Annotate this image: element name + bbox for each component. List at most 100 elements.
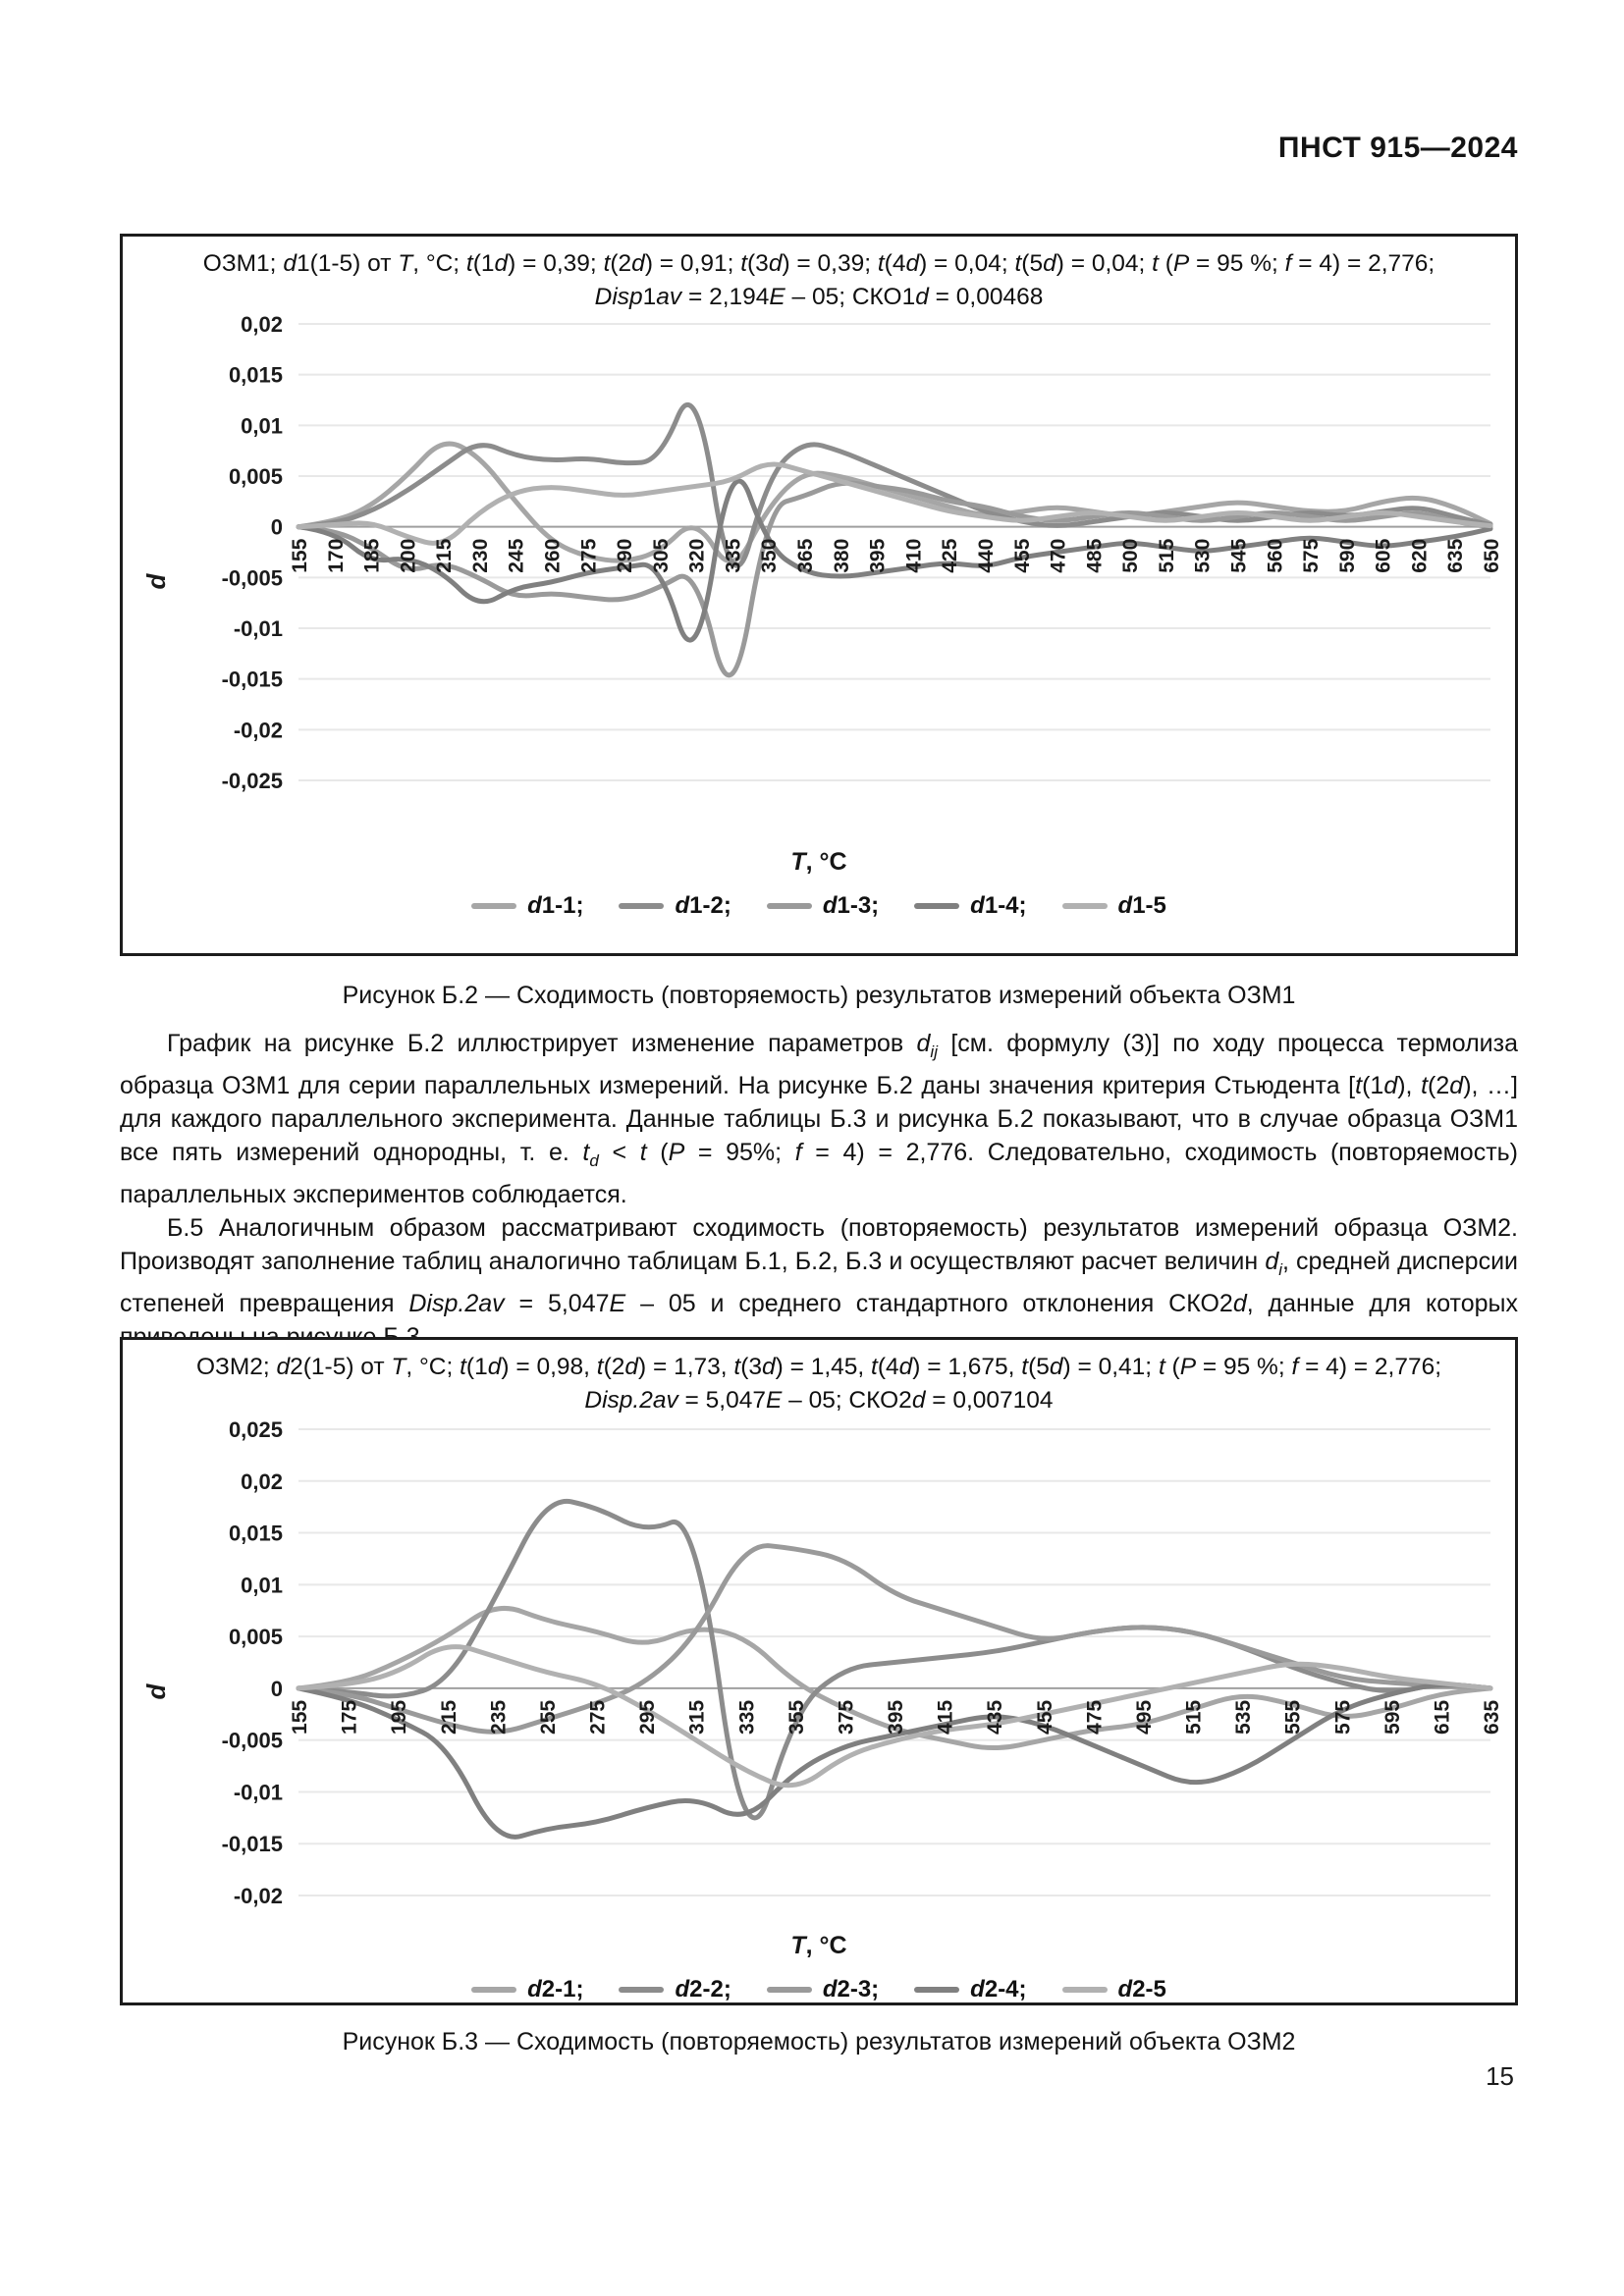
svg-text:0,015: 0,015 (229, 363, 283, 388)
svg-text:0,005: 0,005 (229, 1625, 283, 1649)
svg-text:0,025: 0,025 (229, 1419, 283, 1442)
figure-b2-legend: d 1-1; d 1-2; d 1-3; d 1-4; d 1-5 (123, 892, 1515, 920)
svg-text:195: 195 (388, 1700, 410, 1735)
svg-text:605: 605 (1373, 538, 1395, 572)
legend-line-marker (914, 1987, 960, 1993)
legend-item-d-1-4: d 1-4; (914, 892, 1027, 920)
series-line-d-2-3 (296, 1543, 1493, 1735)
svg-text:335: 335 (723, 538, 745, 572)
legend-item-d-2-3: d 2-3; (766, 1976, 879, 2003)
svg-text:575: 575 (1300, 538, 1323, 572)
figure-b3-x-axis-title: T, °C (790, 1932, 847, 1959)
legend-item-d-2-1: d 2-1; (471, 1976, 583, 2003)
legend-item-d-2-2: d 2-2; (619, 1976, 731, 2003)
legend-line-marker (471, 903, 517, 909)
svg-text:-0,005: -0,005 (222, 565, 283, 590)
body-text-block: График на рисунке Б.2 иллюстрирует измен… (120, 1027, 1518, 1354)
svg-text:395: 395 (885, 1700, 907, 1735)
svg-text:595: 595 (1381, 1700, 1404, 1735)
figure-b2-caption: Рисунок Б.2 — Сходимость (повторяемость)… (342, 982, 1296, 1009)
figure-b2-chart-frame: ОЗМ1; d1(1-5) от T, °C; t(1d) = 0,39; t(… (120, 234, 1518, 956)
svg-text:470: 470 (1048, 539, 1070, 573)
svg-text:0,01: 0,01 (241, 413, 283, 438)
svg-text:155: 155 (289, 538, 311, 572)
svg-text:-0,025: -0,025 (222, 769, 283, 793)
y-axis-title: d (141, 1682, 171, 1699)
series-line-d-2-4 (296, 1682, 1493, 1840)
series-line-d-1-3 (296, 480, 1493, 678)
svg-text:380: 380 (831, 539, 853, 573)
svg-text:555: 555 (1282, 1700, 1305, 1735)
svg-text:305: 305 (650, 538, 673, 572)
figure-b2-chart-title: ОЗМ1; d1(1-5) от T, °C; t(1d) = 0,39; t(… (123, 237, 1515, 314)
svg-text:235: 235 (487, 1700, 510, 1735)
svg-text:365: 365 (794, 538, 817, 572)
legend-line-marker (619, 903, 665, 909)
svg-text:515: 515 (1183, 1700, 1206, 1735)
svg-text:620: 620 (1408, 539, 1431, 573)
page-number: 15 (1486, 2061, 1514, 2091)
svg-text:410: 410 (902, 539, 925, 573)
svg-text:415: 415 (935, 1700, 957, 1735)
svg-text:155: 155 (289, 1700, 311, 1735)
svg-text:245: 245 (506, 538, 528, 572)
svg-text:435: 435 (984, 1700, 1006, 1735)
svg-text:395: 395 (867, 538, 890, 572)
legend-item-d-1-3: d 1-3; (766, 892, 879, 920)
legend-line-marker (1061, 903, 1108, 909)
legend-item-d-1-2: d 1-2; (619, 892, 731, 920)
figure-b2-plot: 0,02 0,015 0,01 0,005 0 -0,005 -0,01 -0,015 -0,0… (141, 316, 1503, 793)
svg-text:485: 485 (1083, 538, 1106, 572)
chart-title-line: Disp1av = 2,194E – 05; СКО1d = 0,00468 (594, 284, 1044, 310)
svg-text:475: 475 (1083, 1700, 1106, 1735)
series-line-d-2-2 (296, 1498, 1493, 1821)
svg-text:545: 545 (1228, 538, 1251, 572)
svg-text:-0,015: -0,015 (222, 1832, 283, 1856)
legend-line-marker (914, 903, 960, 909)
svg-text:455: 455 (1034, 1700, 1056, 1735)
svg-text:0,02: 0,02 (241, 1469, 283, 1494)
svg-text:650: 650 (1481, 539, 1503, 573)
y-tick-labels: 0,02 0,015 0,01 0,005 0 -0,005 -0,01 -0,015 -0,0… (222, 316, 283, 793)
svg-text:215: 215 (433, 538, 456, 572)
svg-text:290: 290 (614, 539, 636, 573)
body-paragraph-1: График на рисунке Б.2 иллюстрирует измен… (120, 1030, 1518, 1208)
svg-text:0,005: 0,005 (229, 464, 283, 489)
legend-item-d-1-1: d 1-1; (471, 892, 583, 920)
legend-line-marker (619, 1987, 665, 1993)
legend-item-d-1-5: d 1-5 (1061, 892, 1166, 920)
svg-text:-0,01: -0,01 (234, 1780, 283, 1804)
legend-item-d-2-5: d 2-5 (1061, 1976, 1166, 2003)
svg-text:215: 215 (438, 1700, 460, 1735)
svg-text:350: 350 (758, 539, 781, 573)
body-paragraph-2: Б.5 Аналогичным образом рассматривают сх… (120, 1214, 1518, 1351)
svg-text:590: 590 (1336, 539, 1359, 573)
svg-text:500: 500 (1119, 539, 1142, 573)
svg-text:0: 0 (271, 1677, 283, 1701)
svg-text:575: 575 (1331, 1700, 1354, 1735)
svg-text:455: 455 (1011, 538, 1034, 572)
svg-text:355: 355 (785, 1700, 808, 1735)
figure-b3-legend: d 2-1; d 2-2; d 2-3; d 2-4; d 2-5 (123, 1976, 1515, 2003)
svg-text:635: 635 (1481, 1700, 1503, 1735)
figure-b3-caption: Рисунок Б.3 — Сходимость (повторяемость)… (342, 2028, 1296, 2056)
y-gridlines (298, 1428, 1490, 1896)
figure-b3-chart-frame: ОЗМ2; d2(1-5) от T, °C; t(1d) = 0,98, t(… (120, 1337, 1518, 2005)
series-line-d-1-4 (296, 478, 1493, 643)
svg-text:-0,01: -0,01 (234, 616, 283, 641)
svg-text:275: 275 (577, 538, 600, 572)
figure-b3-chart-title: ОЗМ2; d2(1-5) от T, °C; t(1d) = 0,98, t(… (123, 1340, 1515, 1417)
svg-text:425: 425 (939, 538, 961, 572)
x-tick-labels: 155 170 185 200 215 230 245 260 275 290 305 320 335 3… (289, 538, 1503, 572)
svg-text:635: 635 (1444, 538, 1467, 572)
series-lines (296, 401, 1493, 678)
svg-text:495: 495 (1133, 1700, 1156, 1735)
page-header: ПНСТ 915—2024 (1277, 132, 1518, 164)
svg-text:0,02: 0,02 (241, 316, 283, 337)
svg-text:335: 335 (735, 1700, 758, 1735)
svg-text:0,015: 0,015 (229, 1522, 283, 1546)
figure-b3-plot: 0,025 0,02 0,015 0,01 0,005 0 -0,005 -0,01 -0,01… (141, 1419, 1503, 1908)
svg-text:315: 315 (686, 1700, 709, 1735)
series-lines (296, 1498, 1493, 1840)
